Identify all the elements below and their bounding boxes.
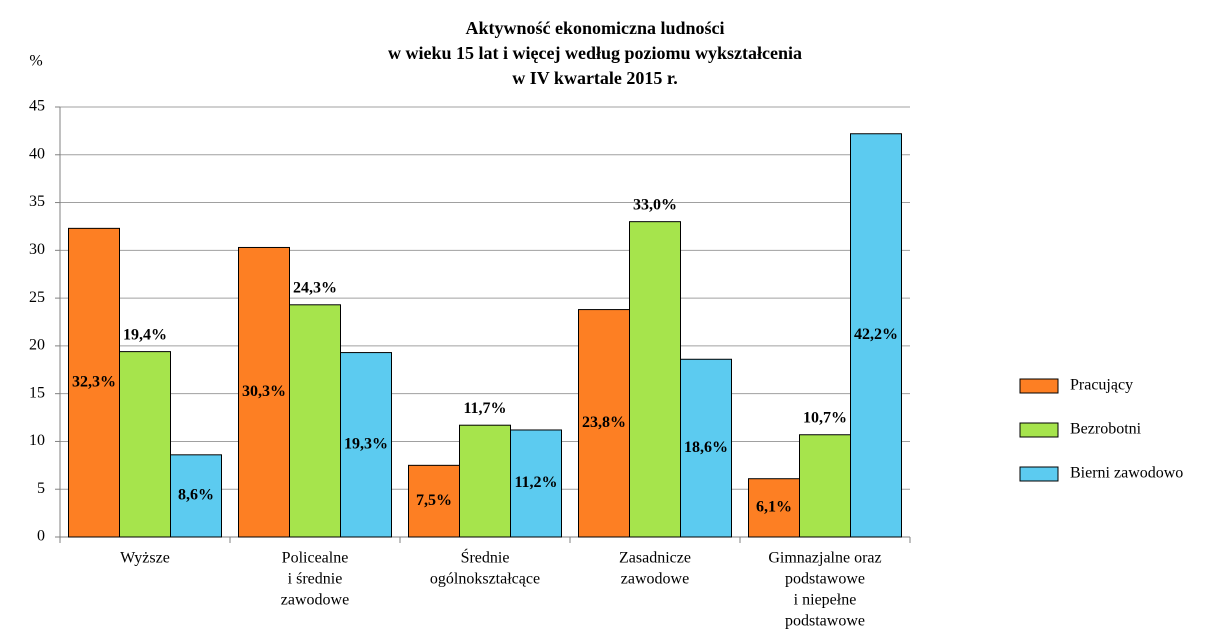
chart-title: w wieku 15 lat i więcej według poziomu w…: [388, 43, 802, 63]
data-label: 19,4%: [123, 326, 167, 343]
data-label: 10,7%: [803, 409, 847, 426]
x-tick-label: Wyższe: [120, 550, 170, 567]
y-tick-label: 25: [29, 289, 45, 306]
x-tick-label: zawodowe: [621, 571, 689, 588]
y-axis-label: %: [29, 53, 42, 70]
bar: [238, 246, 290, 538]
data-label: 42,2%: [854, 326, 898, 343]
legend-swatch: [1019, 422, 1059, 438]
x-tick-label: podstawowe: [785, 613, 865, 630]
data-label: 8,6%: [178, 487, 214, 504]
bar: [578, 309, 630, 538]
chart-title: w IV kwartale 2015 r.: [512, 68, 678, 88]
data-label: 24,3%: [293, 279, 337, 296]
data-label: 18,6%: [684, 439, 728, 456]
chart-title: Aktywność ekonomiczna ludności: [465, 18, 724, 38]
bar: [340, 352, 392, 538]
data-label: 23,8%: [582, 414, 626, 431]
bar: [680, 358, 732, 538]
y-tick-label: 30: [29, 241, 45, 258]
y-tick-label: 40: [29, 145, 45, 162]
bar: [459, 424, 511, 538]
y-tick-label: 15: [29, 384, 45, 401]
data-label: 30,3%: [242, 383, 286, 400]
bar: [629, 221, 681, 538]
bar: [748, 478, 800, 538]
legend-label: Bierni zawodowo: [1070, 465, 1183, 482]
x-tick-label: Średnie: [461, 548, 510, 567]
x-tick-label: i średnie: [288, 571, 343, 588]
legend-swatch: [1019, 466, 1059, 482]
bar: [68, 227, 120, 538]
y-tick-label: 0: [37, 528, 45, 545]
x-tick-label: ogólnokształcące: [430, 571, 540, 588]
data-label: 32,3%: [72, 373, 116, 390]
legend-label: Bezrobotni: [1070, 421, 1142, 438]
bar: [799, 434, 851, 538]
x-tick-label: Gimnazjalne oraz: [768, 550, 881, 567]
y-tick-label: 45: [29, 98, 45, 115]
data-label: 19,3%: [344, 435, 388, 452]
bar: [850, 133, 902, 538]
y-tick-label: 10: [29, 432, 45, 449]
x-tick-label: Policealne: [282, 550, 349, 567]
x-tick-label: i niepełne: [794, 592, 857, 609]
legend-swatch: [1019, 378, 1059, 394]
data-label: 11,7%: [463, 400, 506, 417]
bar: [510, 429, 562, 538]
bar: [119, 351, 171, 538]
legend-label: Pracujący: [1070, 377, 1133, 394]
bar: [408, 464, 460, 538]
x-tick-label: podstawowe: [785, 571, 865, 588]
data-label: 33,0%: [633, 196, 677, 213]
y-tick-label: 35: [29, 193, 45, 210]
data-label: 6,1%: [756, 499, 792, 516]
data-label: 11,2%: [514, 474, 557, 491]
y-tick-label: 5: [37, 480, 45, 497]
bar: [170, 454, 222, 538]
x-tick-label: zawodowe: [281, 592, 349, 609]
y-tick-label: 20: [29, 337, 45, 354]
x-tick-label: Zasadnicze: [619, 550, 691, 567]
data-label: 7,5%: [416, 492, 452, 509]
bar: [289, 304, 341, 538]
